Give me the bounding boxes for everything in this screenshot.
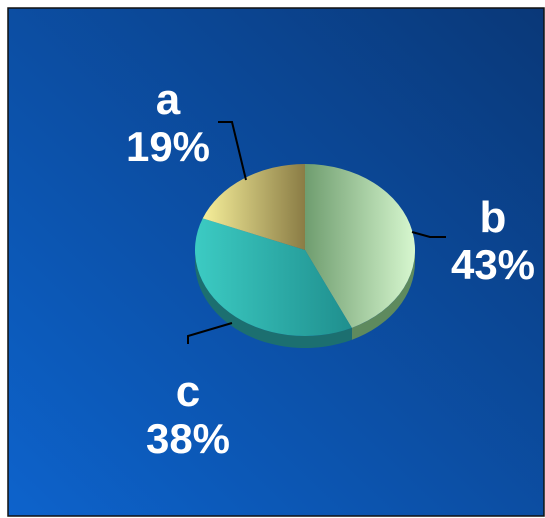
leader-line-c bbox=[187, 322, 233, 344]
slice-name-a: a bbox=[155, 75, 181, 124]
slice-label-c: c 38% bbox=[128, 370, 248, 460]
pie-slice-a bbox=[202, 164, 305, 250]
leader-line-a bbox=[218, 121, 247, 181]
slice-side-b bbox=[351, 250, 415, 340]
slice-percent-b: 43% bbox=[450, 241, 536, 288]
slice-label-b: b 43% bbox=[433, 196, 545, 286]
slice-name-b: b bbox=[479, 193, 507, 242]
leader-line-b bbox=[411, 231, 446, 238]
slice-percent-a: 19% bbox=[125, 123, 211, 170]
pie-slice-c bbox=[195, 218, 352, 336]
slice-side-c bbox=[195, 250, 352, 349]
pie-slice-b bbox=[305, 164, 415, 328]
slice-label-a: a 19% bbox=[108, 78, 228, 168]
slice-name-c: c bbox=[175, 367, 201, 416]
slice-percent-c: 38% bbox=[145, 415, 231, 462]
